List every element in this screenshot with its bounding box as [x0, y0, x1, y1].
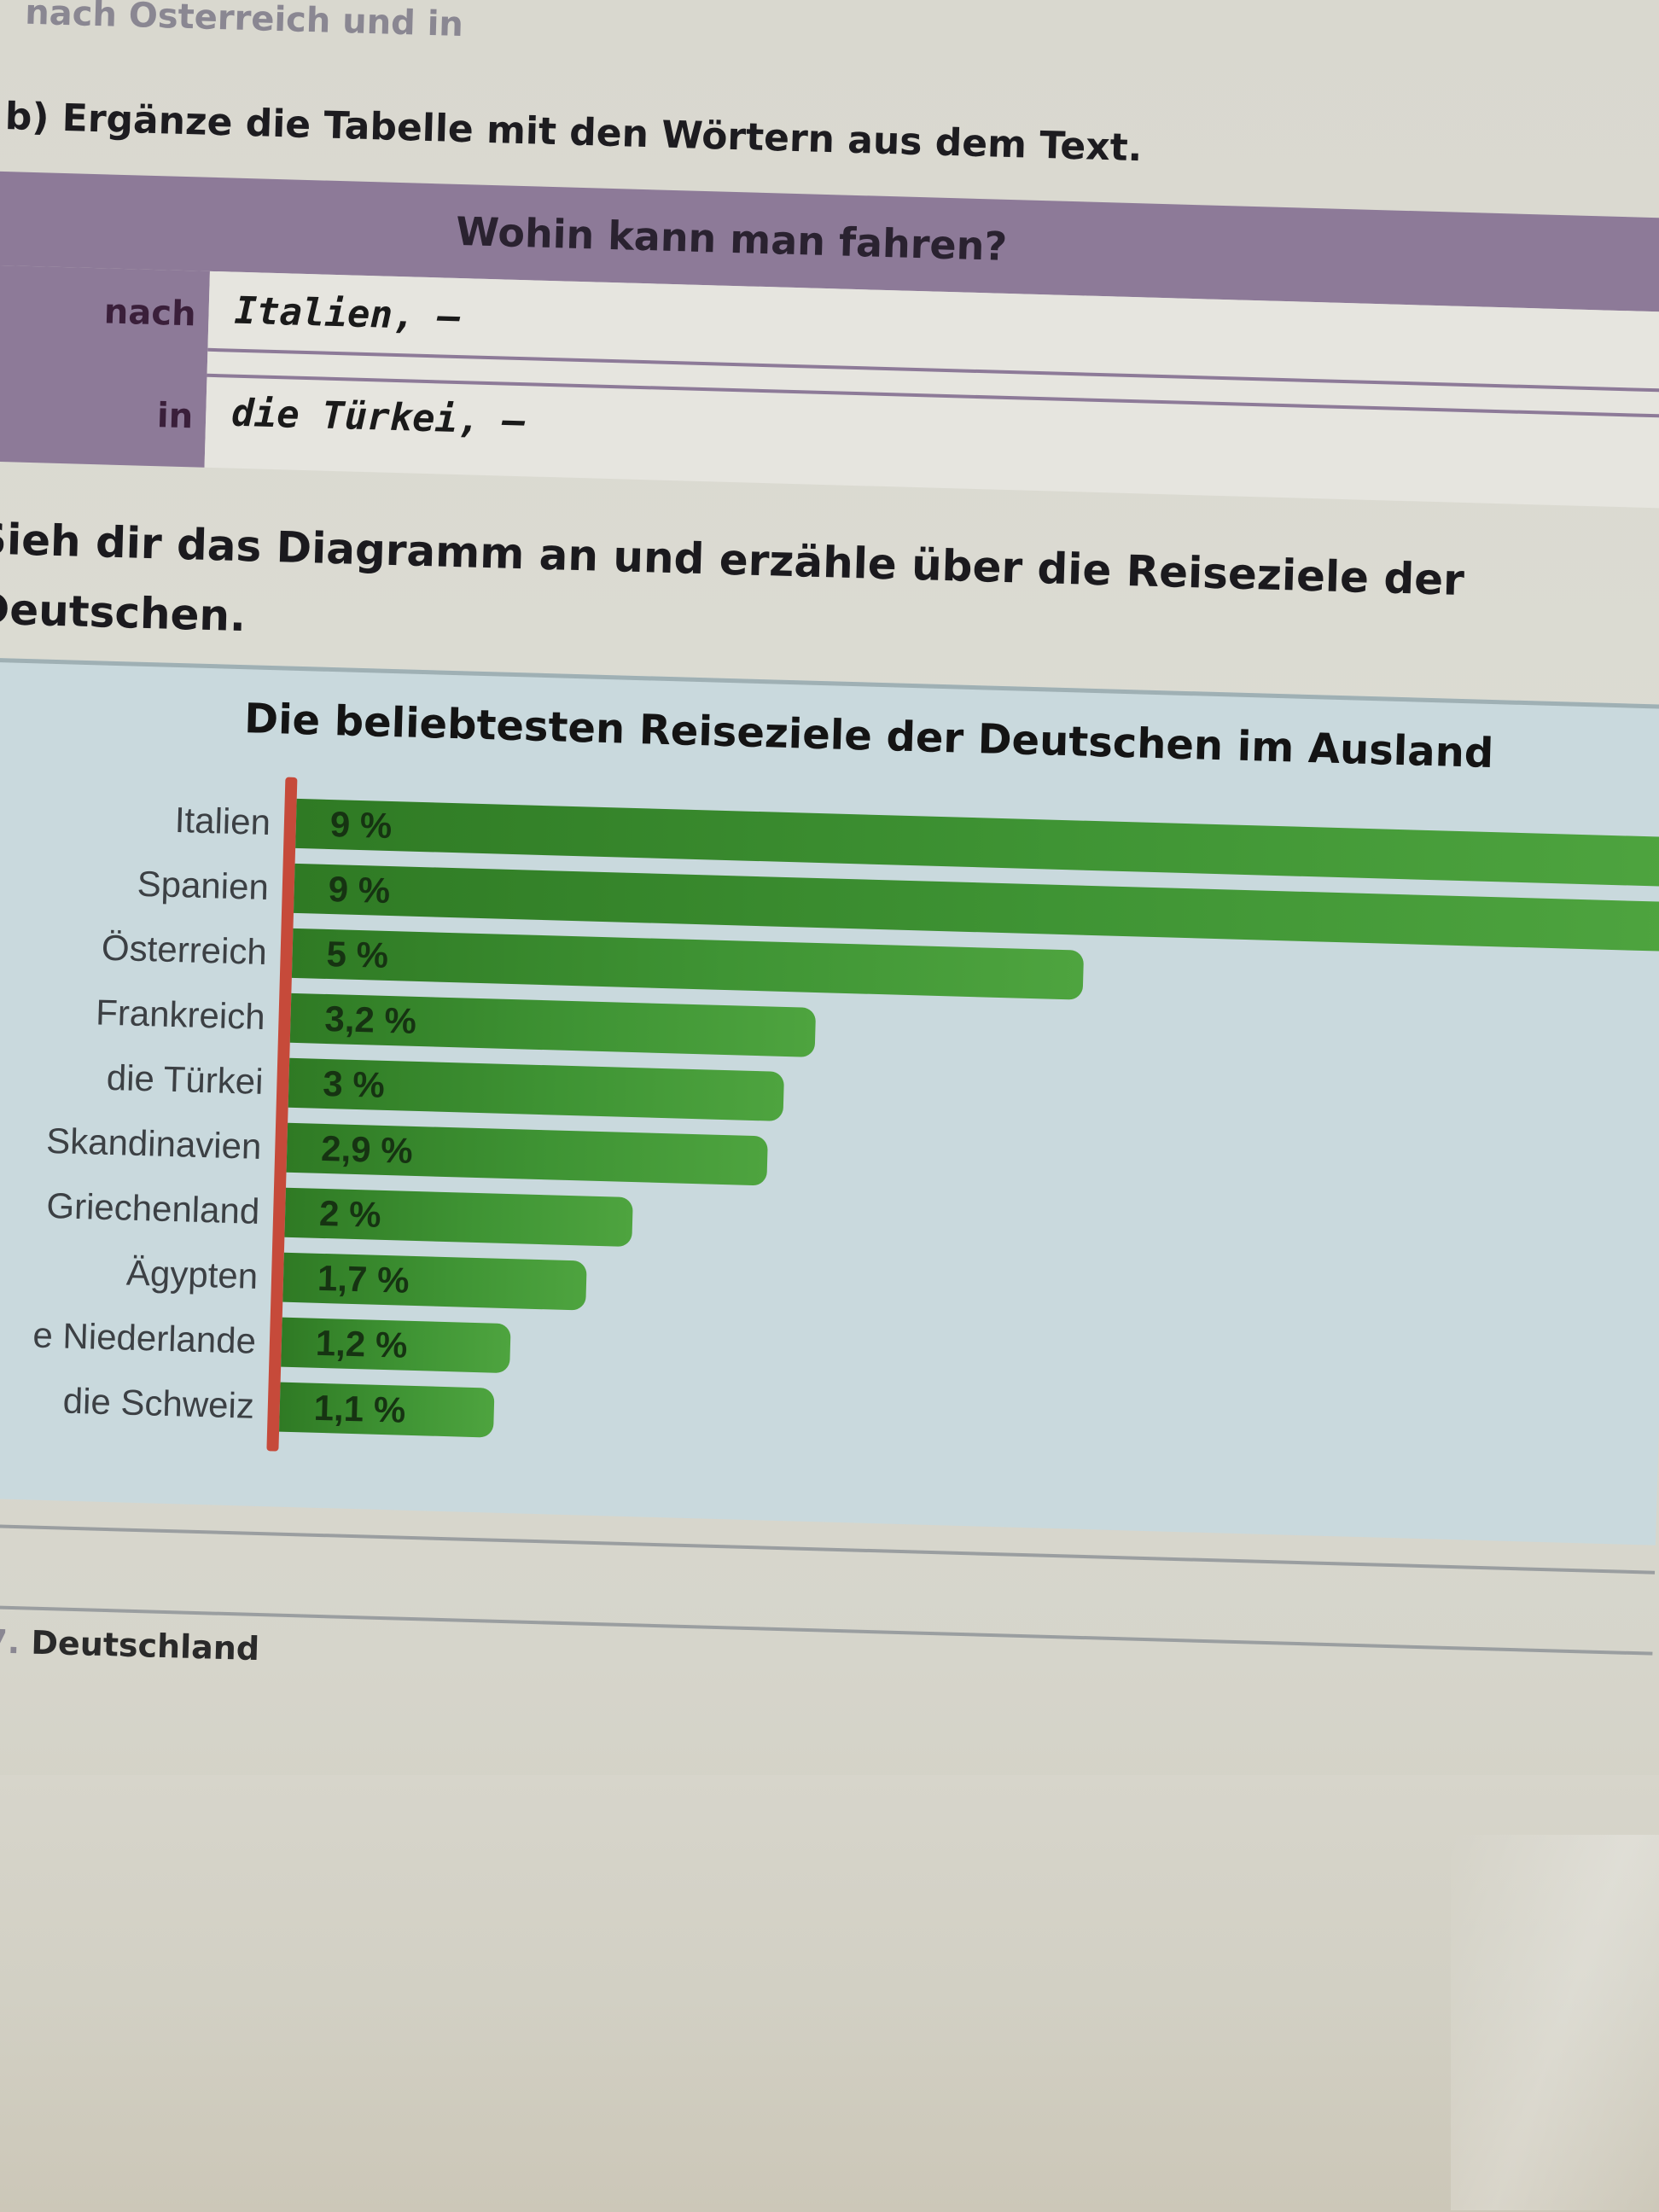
table-entry-row-1[interactable]: Italien, — [233, 288, 462, 340]
chart-value-label: 1,2 % [315, 1322, 408, 1365]
chart-value-label: 9 % [328, 869, 391, 911]
task-instruction: Sieh dir das Diagramm an und erzähle übe… [0, 514, 1465, 642]
footer-title: Deutschland [30, 1623, 260, 1668]
chart-value-label: 3 % [322, 1062, 386, 1105]
lower-paper-area [0, 1775, 1659, 2212]
cut-off-top-text: nach Österreich und in [24, 0, 464, 45]
chart-category-label: die Türkei [106, 1057, 265, 1102]
exercise-table: Wohin kann man fahren? nach Italien, — i… [0, 171, 1659, 509]
preposition-nach: nach [103, 292, 197, 335]
footer-prefix: on 7. [0, 1621, 20, 1662]
chart-category-label: Frankreich [95, 992, 266, 1037]
page-footer: on 7. Deutschland [0, 1621, 260, 1668]
chart-value-label: 2,9 % [320, 1127, 414, 1171]
chart-value-label: 1,7 % [317, 1257, 410, 1301]
chart-category-label: e Niederlande [32, 1314, 257, 1361]
chart-bar [291, 928, 1085, 1000]
chart-panel: Die beliebtesten Reiseziele der Deutsche… [0, 657, 1659, 1545]
instruction-b: b) Ergänze die Tabelle mit den Wörtern a… [4, 95, 1144, 171]
chart-value-label: 2 % [318, 1192, 382, 1235]
chart-value-label: 1,1 % [313, 1387, 406, 1430]
textbook-page: nach Österreich und in b) Ergänze die Ta… [0, 0, 1659, 1668]
chart-category-label: Griechenland [45, 1185, 260, 1231]
chart-category-label: Skandinavien [45, 1120, 262, 1167]
chart-title: Die beliebtesten Reiseziele der Deutsche… [243, 695, 1494, 778]
chart-category-label: Ägypten [125, 1252, 259, 1296]
chart-category-label: Italien [174, 799, 271, 843]
paper-fold-highlight [1451, 1835, 1659, 2210]
chart-category-label: Österreich [101, 927, 268, 972]
table-entry-row-2[interactable]: die Türkei, — [230, 391, 527, 444]
preposition-in: in [156, 396, 194, 437]
chart-value-label: 9 % [329, 804, 393, 847]
chart-category-label: die Schweiz [62, 1380, 255, 1426]
chart-category-label: Spanien [137, 863, 270, 908]
chart-value-label: 3,2 % [323, 998, 417, 1041]
chart-value-label: 5 % [326, 933, 389, 975]
